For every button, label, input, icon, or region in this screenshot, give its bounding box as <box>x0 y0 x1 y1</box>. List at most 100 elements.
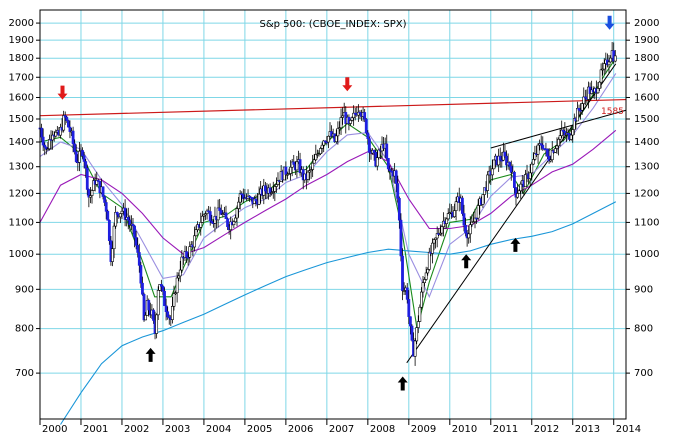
candle-down <box>107 220 111 241</box>
candle-down <box>136 245 140 253</box>
candle-up <box>327 135 330 143</box>
candle-down <box>462 213 466 226</box>
candle-down <box>226 218 229 228</box>
candle-down <box>541 144 545 149</box>
axis-layer: 700 700 800 800 900 900 1000 1000 1100 1100 1200 12… <box>9 18 660 435</box>
y-tick-label-right: 1200 <box>634 188 659 199</box>
candle-up <box>533 153 537 160</box>
candle-up <box>237 201 240 209</box>
candle-up <box>536 144 540 155</box>
candle-down <box>106 211 110 221</box>
down-arrow-arrow_blue <box>604 15 615 30</box>
candle-up <box>144 314 147 321</box>
candle-up <box>423 279 426 283</box>
candle-up <box>468 224 472 235</box>
candle-up <box>177 275 181 279</box>
candle-down <box>386 158 390 170</box>
x-tick-label: 2010 <box>452 424 477 435</box>
y-tick-label-right: 700 <box>634 368 653 379</box>
candle-up <box>426 269 430 274</box>
candle-up <box>557 138 560 147</box>
y-tick-label-right: 1300 <box>634 162 659 173</box>
candle-down <box>159 284 163 287</box>
y-tick-label-right: 1100 <box>634 217 659 228</box>
candle-up <box>596 88 600 94</box>
candle-down <box>323 140 327 143</box>
candle-up <box>569 134 573 140</box>
candle-down <box>366 132 370 139</box>
candle-down <box>161 285 165 292</box>
candle-up <box>453 210 456 217</box>
candle-down <box>410 325 414 341</box>
x-tick-label: 2003 <box>165 424 190 435</box>
candle-up <box>320 144 324 149</box>
candle-down <box>325 141 329 144</box>
candle-up <box>613 55 617 62</box>
candle-up <box>434 237 438 240</box>
y-tick-label-right: 1800 <box>634 53 659 64</box>
candle-up <box>435 233 439 239</box>
candle-up <box>571 129 575 136</box>
candle-up <box>476 205 480 219</box>
candle-down <box>163 290 166 307</box>
candle-down <box>388 168 392 172</box>
candle-up <box>118 213 122 218</box>
x-tick-label: 2009 <box>411 424 436 435</box>
candle-down <box>408 316 412 327</box>
candle-up <box>440 226 444 234</box>
x-tick-label: 2004 <box>206 424 231 435</box>
y-tick-label-right: 900 <box>634 284 653 295</box>
candle-up <box>322 140 326 146</box>
candle-up <box>607 61 611 66</box>
candle-up <box>204 213 207 216</box>
candle-down <box>224 212 228 220</box>
candle-down <box>104 202 108 212</box>
candle-up <box>530 163 534 174</box>
candle-up <box>275 184 278 187</box>
candle-up <box>356 111 360 116</box>
candle-down <box>508 161 512 167</box>
candle-down <box>142 293 146 321</box>
candle-up <box>445 218 449 224</box>
candle-down <box>131 224 135 227</box>
y-tick-label-right: 1500 <box>634 114 659 125</box>
candle-up <box>178 269 182 277</box>
candle-down <box>84 161 88 169</box>
candle-up <box>438 232 442 235</box>
candle-up <box>601 68 605 71</box>
candle-down <box>240 193 244 196</box>
candle-up <box>62 115 66 131</box>
candle-up <box>174 292 177 295</box>
candle-up <box>276 180 280 185</box>
candle-down <box>164 305 168 313</box>
candle-down <box>372 149 376 153</box>
candle-up <box>48 139 51 150</box>
candle-down <box>66 120 70 128</box>
y-tick-label-right: 1900 <box>634 35 659 46</box>
candle-up <box>572 118 576 130</box>
candle-up <box>418 306 422 322</box>
candle-up <box>271 191 275 193</box>
candle-up <box>175 277 179 294</box>
candle-up <box>193 235 196 248</box>
candle-up <box>235 208 239 219</box>
candle-up <box>420 291 423 308</box>
candle-up <box>200 215 204 223</box>
candle-up <box>524 174 527 188</box>
candle-up <box>415 327 419 342</box>
candle-down <box>41 136 45 146</box>
y-tick-label-right: 2000 <box>634 18 659 29</box>
candle-up <box>481 194 485 205</box>
candle-down <box>63 115 67 118</box>
candle-down <box>152 309 155 321</box>
candle-up <box>111 248 114 262</box>
candle-up <box>550 150 554 161</box>
candle-down <box>475 217 478 220</box>
candle-down <box>65 116 69 121</box>
candle-up <box>492 159 496 170</box>
candle-up <box>273 186 277 192</box>
candle-up <box>92 180 95 191</box>
candle-up <box>531 159 535 165</box>
candle-down <box>82 155 86 162</box>
